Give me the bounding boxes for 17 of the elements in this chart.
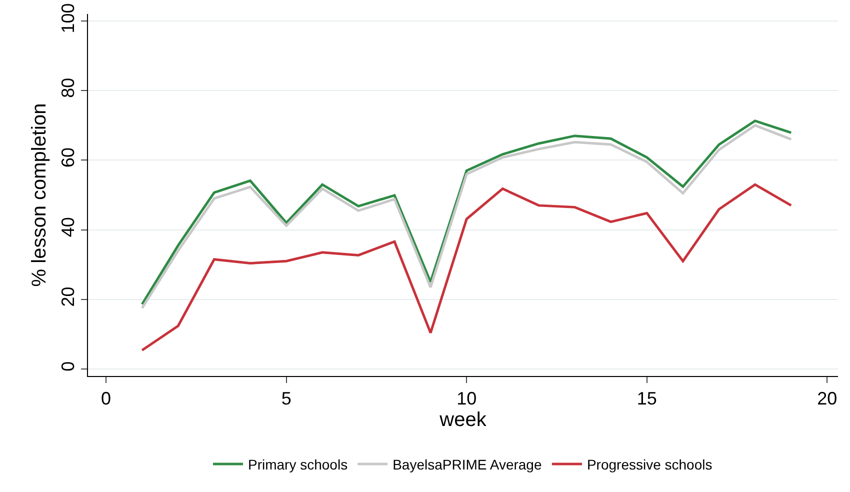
line-series <box>140 183 792 352</box>
y-tick-label: 40 <box>58 217 78 238</box>
y-tick-label: 20 <box>58 286 78 307</box>
x-tick-label: 10 <box>456 388 477 409</box>
y-tick-label: 0 <box>58 361 78 372</box>
x-tick-label: 20 <box>817 388 838 409</box>
legend-label: BayelsaPRIME Average <box>392 456 542 472</box>
x-axis-title: week <box>438 409 488 432</box>
x-tick-label: 5 <box>281 388 292 409</box>
x-tick-label: 15 <box>636 388 657 409</box>
y-tick-label: 80 <box>58 78 78 98</box>
y-axis-title: % lesson completion <box>28 103 50 287</box>
legend-label: Progressive schools <box>586 456 712 472</box>
legend-label: Primary schools <box>248 456 348 472</box>
x-tick-label: 0 <box>101 388 112 409</box>
y-tick-label: 60 <box>58 147 78 168</box>
y-tick-label: 100 <box>58 3 78 34</box>
